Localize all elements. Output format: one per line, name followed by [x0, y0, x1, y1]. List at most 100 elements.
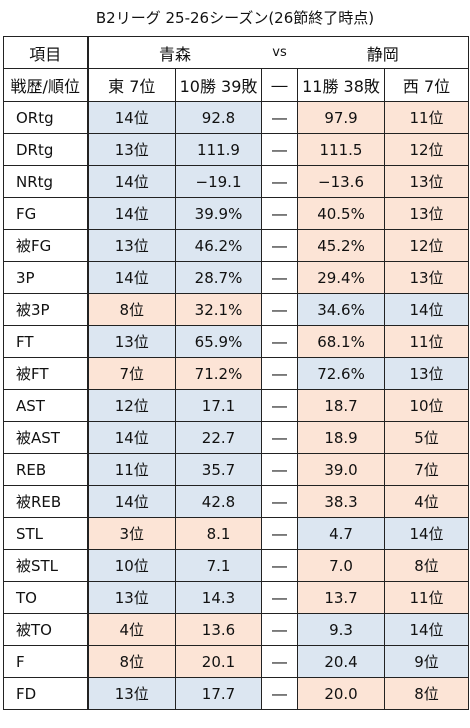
right-rank: 9位 — [384, 645, 470, 678]
left-rank: 13位 — [87, 133, 176, 166]
right-value: 7.0 — [297, 549, 386, 582]
right-value: 68.1% — [297, 325, 386, 358]
right-rank: 10位 — [384, 389, 470, 422]
left-rank: 14位 — [87, 421, 176, 454]
row-separator: ― — [261, 389, 299, 422]
left-value: 71.2% — [174, 357, 263, 390]
table-row: FT 13位 65.9% ― 68.1% 11位 — [3, 325, 470, 358]
right-value: 13.7 — [297, 581, 386, 614]
row-separator: ― — [261, 421, 299, 454]
right-value: 18.9 — [297, 421, 386, 454]
row-separator: ― — [261, 549, 299, 582]
left-rank: 14位 — [87, 197, 176, 230]
row-separator: ― — [261, 613, 299, 646]
left-value: 92.8 — [174, 101, 263, 134]
right-rank: 5位 — [384, 421, 470, 454]
left-value: 14.3 — [174, 581, 263, 614]
right-value: 111.5 — [297, 133, 386, 166]
left-rank: 10位 — [87, 549, 176, 582]
right-value: 29.4% — [297, 261, 386, 294]
table-row: 被AST 14位 22.7 ― 18.9 5位 — [3, 421, 470, 454]
right-value: 40.5% — [297, 197, 386, 230]
left-rank: 13位 — [87, 229, 176, 262]
record-separator: ― — [261, 68, 299, 102]
left-value: 17.7 — [174, 677, 263, 710]
table-row: ORtg 14位 92.8 ― 97.9 11位 — [3, 101, 470, 134]
left-rank: 12位 — [87, 389, 176, 422]
left-rank: 13位 — [87, 677, 176, 710]
stat-label: 3P — [3, 261, 89, 294]
right-value: 72.6% — [297, 357, 386, 390]
right-value: 20.4 — [297, 645, 386, 678]
stats-comparison-table: 項目 青森 vs 静岡 戦歴/順位 東 7位 10勝 39敗 ― 11勝 38敗… — [3, 36, 470, 710]
right-value: 97.9 — [297, 101, 386, 134]
table-row: F 8位 20.1 ― 20.4 9位 — [3, 645, 470, 678]
stat-label: ORtg — [3, 101, 89, 134]
row-separator: ― — [261, 357, 299, 390]
row-separator: ― — [261, 261, 299, 294]
table-row: 被TO 4位 13.6 ― 9.3 14位 — [3, 613, 470, 646]
left-value: 35.7 — [174, 453, 263, 486]
table-row: NRtg 14位 −19.1 ― −13.6 13位 — [3, 165, 470, 198]
table-row: 被FT 7位 71.2% ― 72.6% 13位 — [3, 357, 470, 390]
stat-label: 被3P — [3, 293, 89, 326]
right-value: 9.3 — [297, 613, 386, 646]
stat-label: 被REB — [3, 485, 89, 518]
left-value: 39.9% — [174, 197, 263, 230]
table-row: 被REB 14位 42.8 ― 38.3 4位 — [3, 485, 470, 518]
right-value: 39.0 — [297, 453, 386, 486]
left-rank: 14位 — [87, 101, 176, 134]
stat-label: F — [3, 645, 89, 678]
left-value: 28.7% — [174, 261, 263, 294]
left-value: 13.6 — [174, 613, 263, 646]
stat-label: 被AST — [3, 421, 89, 454]
row-separator: ― — [261, 581, 299, 614]
right-rank: 11位 — [384, 325, 470, 358]
row-separator: ― — [261, 165, 299, 198]
left-standing: 東 7位 — [87, 68, 176, 102]
row-separator: ― — [261, 197, 299, 230]
stat-label: 被FT — [3, 357, 89, 390]
stat-label: FG — [3, 197, 89, 230]
table-row: 被3P 8位 32.1% ― 34.6% 14位 — [3, 293, 470, 326]
right-rank: 12位 — [384, 133, 470, 166]
row-separator: ― — [261, 453, 299, 486]
page-title: B2リーグ 25-26シーズン(26節終了時点) — [95, 9, 375, 27]
stat-label: FT — [3, 325, 89, 358]
left-rank: 7位 — [87, 357, 176, 390]
record-label: 戦歴/順位 — [3, 68, 89, 102]
stat-label: 被STL — [3, 549, 89, 582]
right-rank: 12位 — [384, 229, 470, 262]
right-value: 20.0 — [297, 677, 386, 710]
left-value: 42.8 — [174, 485, 263, 518]
team-left-name: 青森 — [86, 36, 262, 69]
table-row: 被FG 13位 46.2% ― 45.2% 12位 — [3, 229, 470, 262]
table-row: REB 11位 35.7 ― 39.0 7位 — [3, 453, 470, 486]
table-row: AST 12位 17.1 ― 18.7 10位 — [3, 389, 470, 422]
row-separator: ― — [261, 293, 299, 326]
row-separator: ― — [261, 101, 299, 134]
right-rank: 4位 — [384, 485, 470, 518]
stat-label: NRtg — [3, 165, 89, 198]
row-separator: ― — [261, 133, 299, 166]
header-row: 項目 青森 vs 静岡 — [3, 36, 470, 69]
right-rank: 14位 — [384, 613, 470, 646]
stat-label: FD — [3, 677, 89, 710]
left-value: 7.1 — [174, 549, 263, 582]
right-rank: 8位 — [384, 677, 470, 710]
table-row: FG 14位 39.9% ― 40.5% 13位 — [3, 197, 470, 230]
right-rank: 14位 — [384, 293, 470, 326]
left-value: 111.9 — [174, 133, 263, 166]
row-separator: ― — [261, 677, 299, 710]
team-right-name: 静岡 — [297, 36, 470, 69]
left-rank: 4位 — [87, 613, 176, 646]
left-rank: 14位 — [87, 165, 176, 198]
table-row: 被STL 10位 7.1 ― 7.0 8位 — [3, 549, 470, 582]
left-rank: 14位 — [87, 485, 176, 518]
left-rank: 8位 — [87, 645, 176, 678]
table-row: STL 3位 8.1 ― 4.7 14位 — [3, 517, 470, 550]
right-rank: 11位 — [384, 101, 470, 134]
right-rank: 7位 — [384, 453, 470, 486]
right-value: 18.7 — [297, 389, 386, 422]
stat-label: 被FG — [3, 229, 89, 262]
